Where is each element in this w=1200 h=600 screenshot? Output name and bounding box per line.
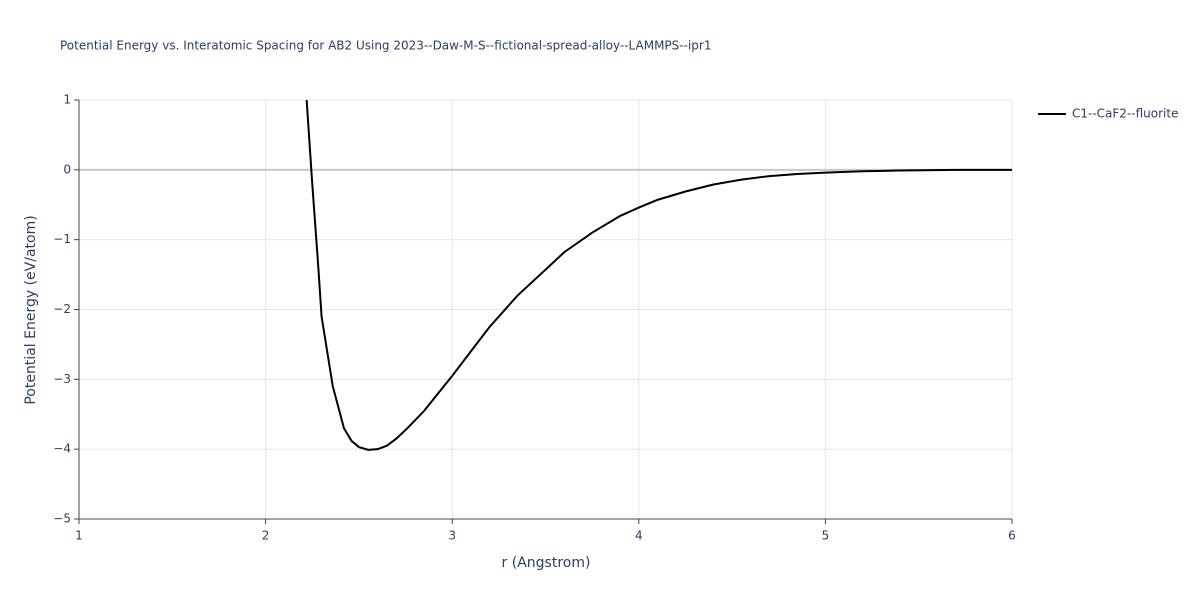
x-tick-label: 5 [822, 529, 830, 543]
y-tick-label: 0 [63, 162, 71, 176]
y-tick-label: −1 [53, 232, 71, 246]
x-axis-title: r (Angstrom) [502, 555, 591, 571]
y-tick-label: −5 [53, 512, 71, 526]
y-tick-label: −3 [53, 372, 71, 386]
x-tick-label: 6 [1008, 529, 1016, 543]
chart-title: Potential Energy vs. Interatomic Spacing… [60, 39, 711, 53]
plot-area [305, 100, 1012, 451]
x-tick-label: 1 [75, 529, 83, 543]
x-tick-label: 3 [448, 529, 456, 543]
x-tick-label: 2 [262, 529, 270, 543]
grid [78, 99, 1013, 520]
data-line [305, 100, 1012, 451]
legend: C1--CaF2--fluorite [1038, 107, 1178, 121]
y-tick-label: 1 [63, 93, 71, 107]
x-tick-label: 4 [635, 529, 643, 543]
y-tick-label: −2 [53, 302, 71, 316]
y-tick-label: −4 [53, 442, 71, 456]
legend-label: C1--CaF2--fluorite [1072, 107, 1178, 121]
y-axis-title: Potential Energy (eV/atom) [23, 215, 39, 404]
